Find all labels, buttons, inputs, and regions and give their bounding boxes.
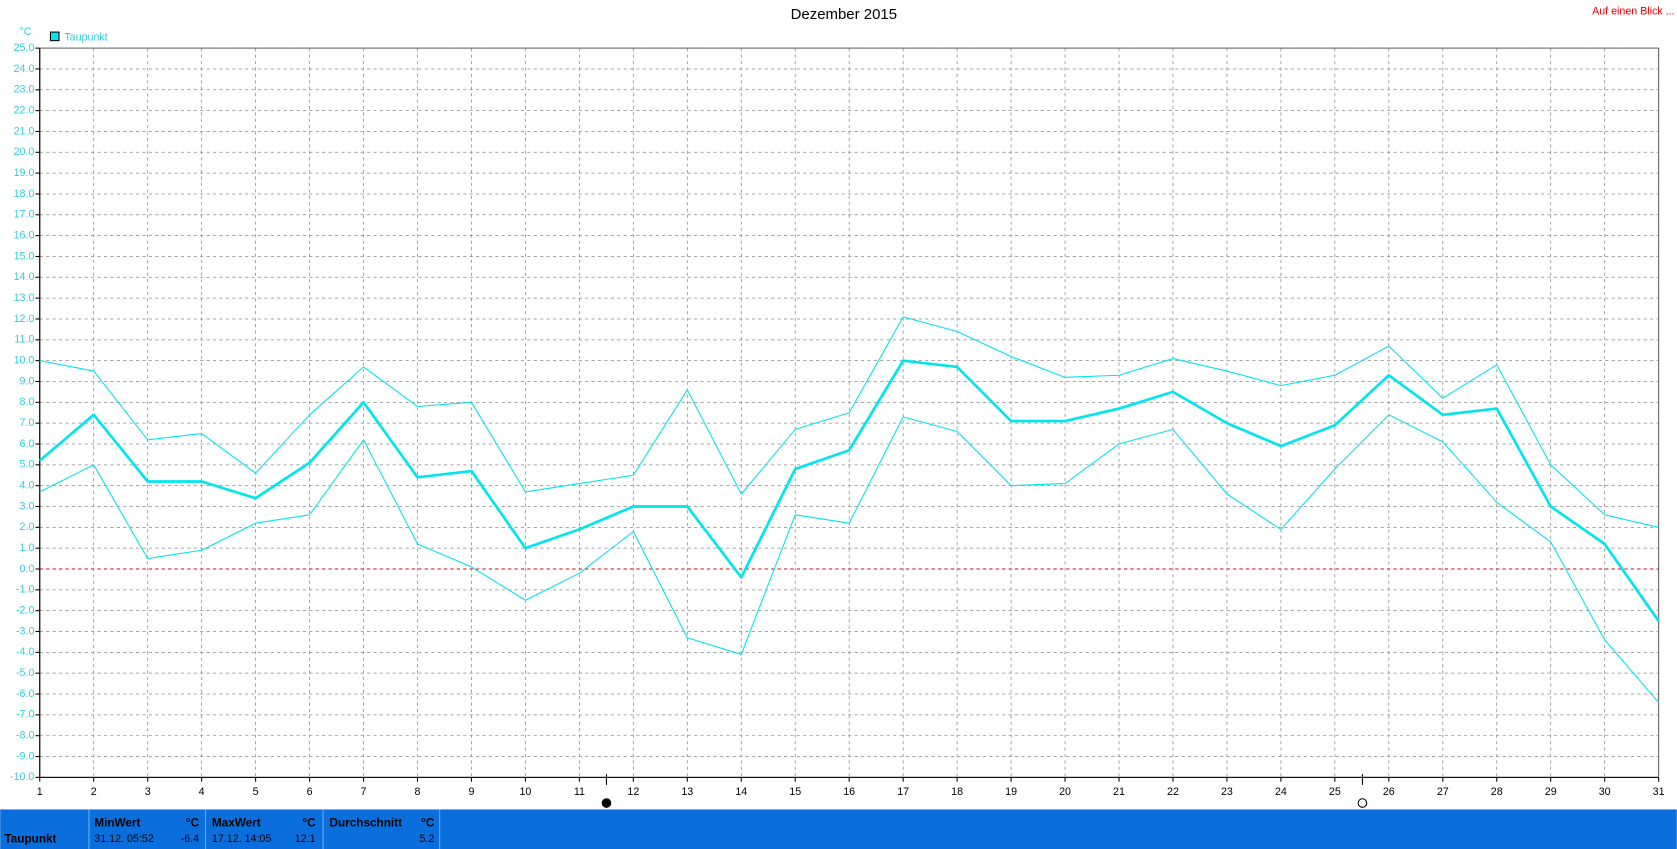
stats-background: [0, 809, 1677, 849]
x-tick-label: 14: [735, 786, 747, 798]
moon-new: [1357, 798, 1368, 808]
x-tick-label: 24: [1275, 786, 1287, 798]
chart-title: Dezember 2015: [791, 6, 897, 23]
y-tick-label: 2.0: [20, 521, 35, 533]
stat-title: Durchschnitt: [330, 816, 403, 829]
y-tick-label: 5.0: [20, 459, 35, 471]
x-tick-label: 27: [1437, 786, 1449, 798]
stat-value: -6.4: [181, 833, 199, 845]
y-tick-label: -4.0: [16, 646, 34, 658]
y-tick-label: 10.0: [14, 354, 35, 366]
stat-unit: °C: [302, 816, 316, 829]
y-tick-label: -1.0: [16, 584, 34, 596]
x-tick-label: 29: [1545, 786, 1557, 798]
moon-full: [601, 798, 612, 808]
x-tick-label: 3: [145, 786, 151, 798]
x-tick-label: 20: [1059, 786, 1071, 798]
x-tick-label: 1: [37, 786, 43, 798]
stats-bar: Taupunkt MinWert °C 31.12. 05:52 -6.4 Ma…: [0, 809, 1677, 849]
x-tick-label: 19: [1005, 786, 1017, 798]
y-tick-label: -8.0: [16, 730, 34, 742]
x-tick-label: 12: [627, 786, 639, 798]
y-tick-label: -5.0: [16, 667, 34, 679]
stat-time: 17.12. 14:05: [212, 833, 271, 845]
x-tick-label: 22: [1167, 786, 1179, 798]
y-unit: °C: [19, 26, 31, 38]
x-tick-label: 4: [199, 786, 205, 798]
x-tick-label: 7: [361, 786, 367, 798]
y-tick-label: 16.0: [14, 229, 35, 241]
legend-swatch: [49, 31, 60, 42]
y-tick-label: 20.0: [14, 146, 35, 158]
x-tick-label: 11: [574, 786, 585, 798]
y-tick-label: 18.0: [14, 188, 35, 200]
x-tick-label: 21: [1113, 786, 1125, 798]
stat-value: 5.2: [419, 833, 434, 845]
x-tick-label: 6: [307, 786, 313, 798]
y-tick-label: 12.0: [14, 313, 35, 325]
x-tick-label: 16: [843, 786, 855, 798]
y-tick-label: 11.0: [14, 334, 34, 346]
legend-label: Taupunkt: [64, 31, 107, 43]
x-tick-label: 23: [1221, 786, 1233, 798]
y-tick-label: 15.0: [14, 250, 35, 262]
y-tick-label: -3.0: [16, 625, 34, 637]
y-tick-label: 24.0: [14, 63, 35, 75]
y-tick-label: 4.0: [20, 479, 35, 491]
stats-label: Taupunkt: [4, 832, 56, 845]
x-tick-label: 17: [897, 786, 909, 798]
x-tick-label: 31: [1653, 786, 1665, 798]
stat-title: MaxWert: [212, 816, 261, 829]
x-tick-label: 9: [468, 786, 474, 798]
y-tick-label: 25.0: [14, 42, 35, 54]
x-tick-label: 2: [91, 786, 97, 798]
x-tick-label: 26: [1383, 786, 1395, 798]
y-tick-label: 17.0: [14, 209, 35, 221]
y-tick-label: 19.0: [14, 167, 35, 179]
x-tick-label: 18: [951, 786, 963, 798]
y-tick-label: -10.0: [10, 771, 34, 783]
y-tick-label: -6.0: [16, 688, 34, 700]
x-tick-label: 25: [1329, 786, 1341, 798]
y-tick-label: -7.0: [16, 709, 34, 721]
x-tick-label: 15: [789, 786, 801, 798]
x-tick-label: 5: [253, 786, 259, 798]
y-tick-label: 21.0: [14, 125, 35, 137]
stat-time: 31.12. 05:52: [94, 833, 153, 845]
y-tick-label: 3.0: [20, 500, 35, 512]
stat-unit: °C: [186, 816, 200, 829]
series-line: [38, 359, 1660, 622]
y-tick-label: 23.0: [14, 84, 35, 96]
stat-value: 12.1: [295, 833, 316, 845]
y-tick-label: -2.0: [16, 605, 34, 617]
stat-unit: °C: [421, 816, 435, 829]
x-tick-label: 10: [519, 786, 531, 798]
x-tick-label: 28: [1491, 786, 1503, 798]
y-tick-label: 14.0: [14, 271, 35, 283]
y-tick-label: 22.0: [14, 104, 35, 116]
x-tick-label: 8: [415, 786, 421, 798]
y-tick-label: 6.0: [20, 438, 35, 450]
y-tick-label: 8.0: [20, 396, 35, 408]
y-tick-label: 9.0: [20, 375, 35, 387]
series-line: [39, 414, 1660, 703]
y-tick-label: 7.0: [20, 417, 35, 429]
stat-title: MinWert: [94, 816, 140, 829]
y-tick-label: 1.0: [20, 542, 35, 554]
series-line: [39, 316, 1659, 528]
y-tick-label: 13.0: [14, 292, 35, 304]
moon-icons: [601, 774, 1368, 808]
link[interactable]: Auf einen Blick ...: [1592, 6, 1675, 18]
y-tick-label: -9.0: [16, 750, 34, 762]
x-tick-label: 13: [681, 786, 693, 798]
x-tick-label: 30: [1599, 786, 1611, 798]
y-tick-label: 0.0: [20, 563, 35, 575]
